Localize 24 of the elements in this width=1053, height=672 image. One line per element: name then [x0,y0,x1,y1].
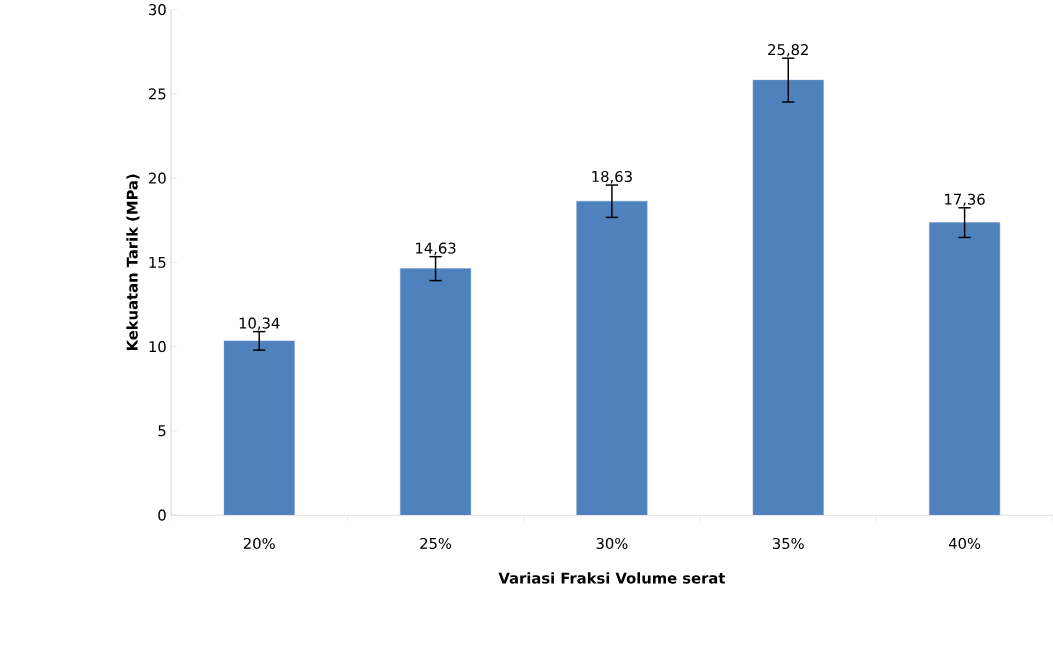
y-tick-label: 20 [149,172,166,184]
y-tick-label: 10 [149,341,166,353]
bar [400,268,472,516]
data-label: 10,34 [239,317,280,331]
y-axis-title: Kekuatan Tarik (MPa) [126,174,140,351]
x-tick-label: 35% [772,537,804,550]
y-tick-label: 5 [158,425,166,437]
bar [223,340,295,516]
data-label: 25,82 [768,44,808,57]
data-label: 18,63 [592,171,632,184]
data-label: 17,36 [945,193,985,207]
y-tick-label: 25 [149,88,166,100]
x-tick-label: 25% [420,537,452,550]
bar [752,79,824,516]
y-tick-label: 0 [158,509,166,521]
x-tick-label: 30% [596,537,628,550]
x-axis-title: Variasi Fraksi Volume serat [498,572,726,584]
y-tick-label: 15 [149,257,166,268]
bar [576,201,648,516]
data-label: 14,63 [416,242,456,256]
x-tick-label: 40% [948,537,981,550]
bar [929,222,1001,516]
x-tick-label: 20% [243,537,275,550]
y-tick-label: 30 [149,4,166,16]
